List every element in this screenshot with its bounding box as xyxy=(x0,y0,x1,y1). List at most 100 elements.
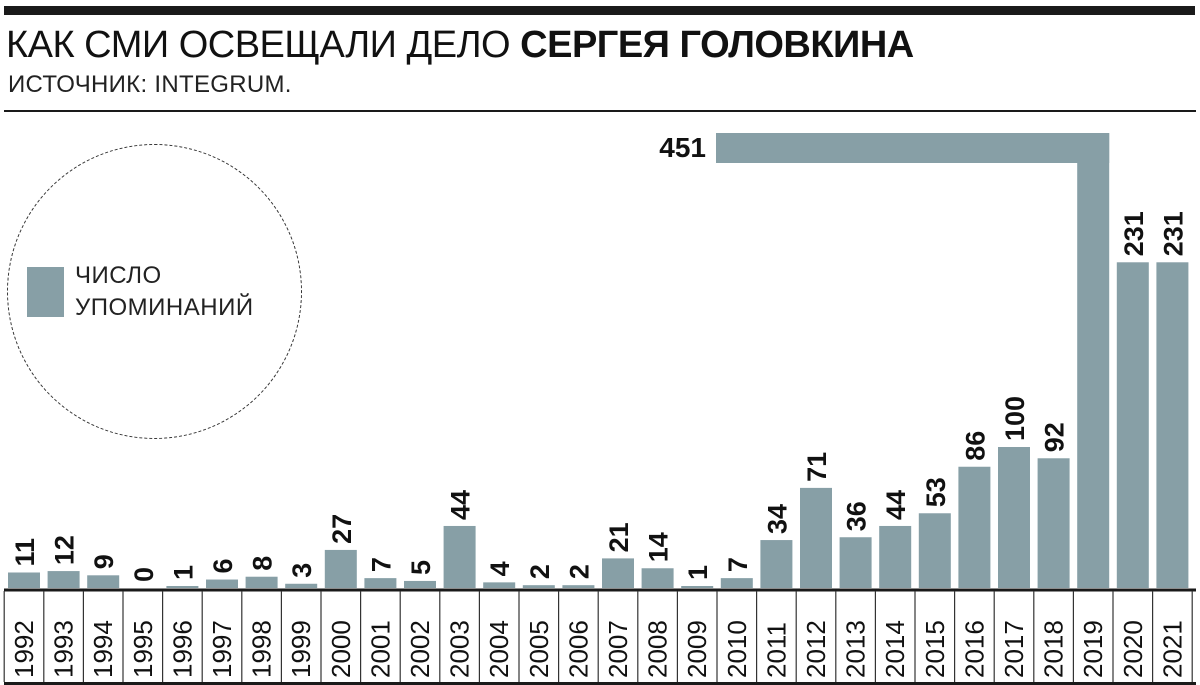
bottom-rule xyxy=(4,682,1196,685)
bar xyxy=(8,572,40,588)
bar xyxy=(1037,458,1070,588)
data-label: 2 xyxy=(525,564,555,579)
bar-chart: 1119921219939199401995119966199781998319… xyxy=(3,132,1196,685)
bar xyxy=(839,537,872,588)
x-tick-label: 2009 xyxy=(682,620,712,678)
bar xyxy=(324,549,357,588)
data-label: 8 xyxy=(248,556,278,571)
data-label: 86 xyxy=(960,431,990,461)
data-label: 2 xyxy=(564,564,594,579)
x-tick-label: 2020 xyxy=(1118,620,1148,678)
x-tick-label: 1997 xyxy=(207,620,237,678)
data-label: 100 xyxy=(1000,396,1030,441)
bar xyxy=(245,576,278,588)
bar xyxy=(1077,133,1110,588)
bar xyxy=(47,571,80,588)
data-label: 3 xyxy=(287,563,317,578)
legend-circle xyxy=(7,144,302,439)
bar xyxy=(760,540,793,588)
legend-label-line2: УПОМИНАНИЙ xyxy=(75,294,254,321)
x-tick-label: 1992 xyxy=(9,620,39,678)
data-label: 71 xyxy=(802,452,832,482)
chart-title-regular: КАК СМИ ОСВЕЩАЛИ ДЕЛО xyxy=(6,24,521,66)
chart-subtitle: ИСТОЧНИК: INTEGRUM. xyxy=(8,71,292,98)
x-tick-label: 2005 xyxy=(524,620,554,678)
x-tick-label: 2010 xyxy=(722,620,752,678)
data-label: 34 xyxy=(762,504,792,534)
bar xyxy=(87,575,120,588)
bar xyxy=(958,466,991,588)
bar xyxy=(483,582,516,588)
bar xyxy=(1116,262,1149,588)
chart-title-bold: СЕРГЕЯ ГОЛОВКИНА xyxy=(520,24,914,66)
x-tick-label: 2016 xyxy=(959,620,989,678)
bar-break-segment xyxy=(716,133,1110,163)
x-tick-label: 2015 xyxy=(920,620,950,678)
data-label: 5 xyxy=(406,560,436,575)
data-label: 451 xyxy=(659,132,706,163)
bar xyxy=(206,579,238,588)
bar xyxy=(1156,262,1189,588)
x-tick-label: 1995 xyxy=(128,620,158,678)
bar xyxy=(641,568,674,588)
x-tick-label: 2021 xyxy=(1157,620,1187,678)
bar xyxy=(562,585,595,588)
bar xyxy=(918,513,951,588)
header-rule xyxy=(4,110,1196,112)
data-label: 6 xyxy=(208,559,238,574)
data-label: 1 xyxy=(168,565,198,580)
bar xyxy=(522,585,555,588)
x-tick-label: 2011 xyxy=(761,622,791,678)
data-label: 14 xyxy=(644,532,674,562)
data-label: 231 xyxy=(1119,211,1149,256)
x-tick-label: 2019 xyxy=(1078,620,1108,678)
data-label: 44 xyxy=(881,490,911,520)
data-label: 1 xyxy=(683,565,713,580)
data-label: 53 xyxy=(921,477,951,507)
data-label: 44 xyxy=(446,490,476,520)
legend-label-line1: ЧИСЛО xyxy=(75,262,162,289)
data-label: 12 xyxy=(50,535,80,565)
bar xyxy=(285,583,318,588)
data-label: 27 xyxy=(327,514,357,544)
bar xyxy=(364,578,397,588)
bar xyxy=(166,586,199,588)
chart-title: КАК СМИ ОСВЕЩАЛИ ДЕЛО СЕРГЕЯ ГОЛОВКИНА xyxy=(6,22,914,68)
bar xyxy=(879,525,912,588)
bar xyxy=(720,578,753,588)
x-tick-label: 2004 xyxy=(484,620,514,678)
x-tick-label: 2002 xyxy=(405,620,435,678)
x-tick-label: 2003 xyxy=(445,620,475,678)
bar xyxy=(800,487,832,588)
data-label: 0 xyxy=(129,567,159,582)
x-tick-label: 1999 xyxy=(286,620,316,678)
bar xyxy=(602,558,634,588)
x-tick-label: 2013 xyxy=(841,620,871,678)
x-tick-label: 2001 xyxy=(365,620,395,678)
data-label: 4 xyxy=(485,561,515,576)
data-label: 7 xyxy=(723,557,753,572)
bar xyxy=(681,586,714,588)
legend-swatch xyxy=(27,267,64,317)
x-tick-label: 1993 xyxy=(49,620,79,678)
data-label: 9 xyxy=(89,554,119,569)
bar xyxy=(998,447,1030,588)
x-tick-label: 1996 xyxy=(167,620,197,678)
x-tick-label: 2008 xyxy=(643,620,673,678)
data-label: 21 xyxy=(604,522,634,552)
data-label: 36 xyxy=(842,501,872,531)
data-label: 92 xyxy=(1040,422,1070,452)
bar xyxy=(443,525,476,588)
data-label: 7 xyxy=(366,557,396,572)
legend-label: ЧИСЛО УПОМИНАНИЙ xyxy=(75,260,254,324)
data-label: 231 xyxy=(1158,211,1188,256)
bar xyxy=(404,580,436,588)
x-tick-label: 2000 xyxy=(326,620,356,678)
x-tick-label: 2007 xyxy=(603,620,633,678)
x-tick-label: 2012 xyxy=(801,620,831,678)
x-tick-label: 2017 xyxy=(999,620,1029,678)
data-label: 11 xyxy=(10,538,40,567)
x-tick-label: 2006 xyxy=(563,620,593,678)
x-tick-label: 2014 xyxy=(880,620,910,678)
x-axis-line xyxy=(4,588,1196,592)
